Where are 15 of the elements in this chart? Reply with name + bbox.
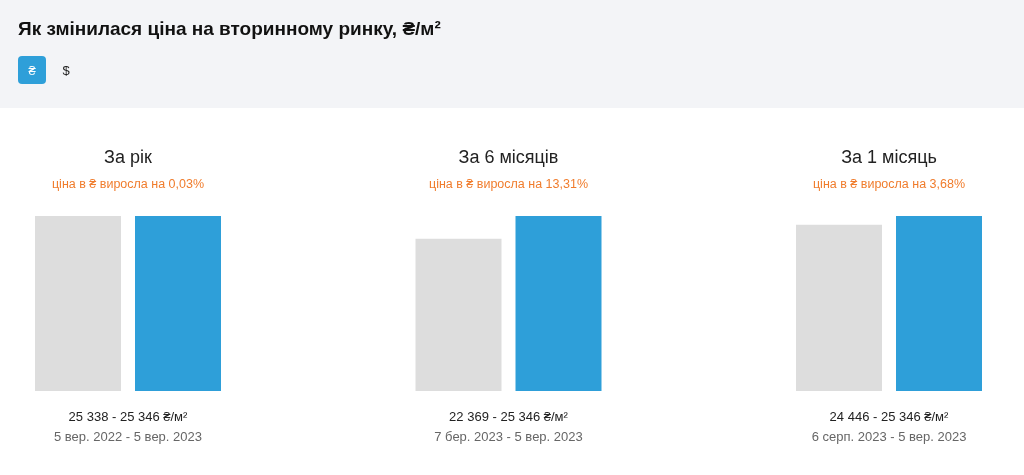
chart-title: За 6 місяців: [458, 147, 559, 167]
text: 25 338 - 25 346 ₴/м²: [68, 409, 189, 424]
chart-subtitle: ціна в ₴ виросла на 0,03%: [51, 177, 205, 191]
chart-subtitle: ціна в ₴ виросла на 13,31%: [428, 177, 589, 191]
text: 7 бер. 2023 - 5 вер. 2023: [434, 429, 583, 444]
chart-title: За 1 місяць: [841, 147, 937, 167]
text: 6 серп. 2023 - 5 вер. 2023: [811, 429, 967, 444]
text: Як змінилася ціна на вторинному ринку, ₴/м²: [18, 18, 441, 39]
chart-subtitle: ціна в ₴ виросла на 3,68%: [812, 177, 966, 191]
currency-toggle-button: $: [52, 56, 80, 84]
text: 5 вер. 2022 - 5 вер. 2023: [54, 429, 202, 444]
chart-title: За рік: [104, 147, 152, 167]
text: 22 369 - 25 346 ₴/м²: [449, 409, 569, 424]
currency-toggle-button: ₴: [18, 56, 46, 84]
text: 24 446 - 25 346 ₴/м²: [829, 409, 950, 424]
